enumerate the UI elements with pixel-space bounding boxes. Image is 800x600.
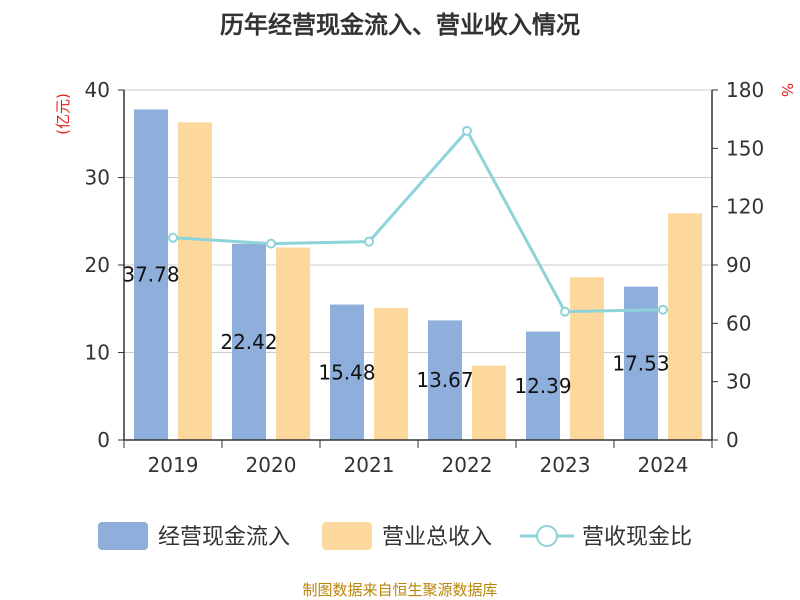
bar xyxy=(374,307,408,440)
bar xyxy=(472,365,506,440)
bar xyxy=(134,109,168,441)
ratio-line-series xyxy=(168,125,668,317)
chart-title: 历年经营现金流入、营业收入情况 xyxy=(220,11,580,39)
x-tick-label: 2020 xyxy=(246,453,297,477)
left-tick-label: 20 xyxy=(85,253,110,277)
line-point xyxy=(560,306,570,317)
bar xyxy=(178,122,212,440)
legend: 经营现金流入 营业总收入 营收现金比 xyxy=(98,522,692,550)
source-note: 制图数据来自恒生聚源数据库 xyxy=(302,581,497,599)
axes: 0 10 20 30 40 0 30 60 90 120 150 180 2019 2020 2021 202… xyxy=(85,78,765,477)
bar xyxy=(276,247,310,440)
left-tick-label: 10 xyxy=(85,341,110,365)
right-tick-label: 90 xyxy=(726,253,751,277)
bar xyxy=(330,304,364,440)
bar xyxy=(232,243,266,440)
right-axis-unit: % xyxy=(778,83,796,97)
left-axis-unit: (亿元) xyxy=(54,93,72,135)
legend-swatch xyxy=(98,522,148,550)
legend-label: 经营现金流入 xyxy=(158,525,290,550)
left-tick-label: 30 xyxy=(85,166,110,190)
right-tick-label: 120 xyxy=(726,195,764,219)
x-tick-label: 2022 xyxy=(442,453,493,477)
left-tick-label: 40 xyxy=(85,78,110,102)
right-tick-label: 60 xyxy=(726,311,751,335)
line-point xyxy=(462,125,472,136)
bar-value-label: 13.67 xyxy=(416,368,473,392)
bar-series xyxy=(134,109,702,441)
bar xyxy=(570,277,604,440)
right-tick-label: 180 xyxy=(726,78,764,102)
ratio-line xyxy=(172,128,664,314)
data-labels: 37.78 22.42 15.48 13.67 12.39 17.53 xyxy=(122,263,670,398)
legend-point-swatch xyxy=(536,525,558,547)
x-tick-label: 2024 xyxy=(638,453,689,477)
gridlines xyxy=(124,89,712,353)
line-point xyxy=(364,236,374,247)
bar xyxy=(668,213,702,440)
x-tick-label: 2019 xyxy=(148,453,199,477)
bar-value-label: 12.39 xyxy=(514,374,571,398)
bar xyxy=(526,331,560,440)
right-tick-label: 0 xyxy=(726,428,739,452)
line-point xyxy=(658,304,668,315)
legend-swatch xyxy=(322,522,372,550)
right-tick-label: 30 xyxy=(726,370,751,394)
bar xyxy=(624,286,658,440)
x-tick-label: 2023 xyxy=(540,453,591,477)
bar xyxy=(428,320,462,440)
legend-label: 营收现金比 xyxy=(582,525,692,550)
bar-value-label: 17.53 xyxy=(612,351,669,375)
left-tick-label: 0 xyxy=(97,428,110,452)
line-point xyxy=(266,238,276,249)
legend-label: 营业总收入 xyxy=(382,525,492,550)
bar-value-label: 22.42 xyxy=(220,330,277,354)
x-tick-label: 2021 xyxy=(344,453,395,477)
bar-value-label: 15.48 xyxy=(318,360,375,384)
line-point xyxy=(168,232,178,243)
bar-value-label: 37.78 xyxy=(122,263,179,287)
right-tick-label: 150 xyxy=(726,136,764,160)
